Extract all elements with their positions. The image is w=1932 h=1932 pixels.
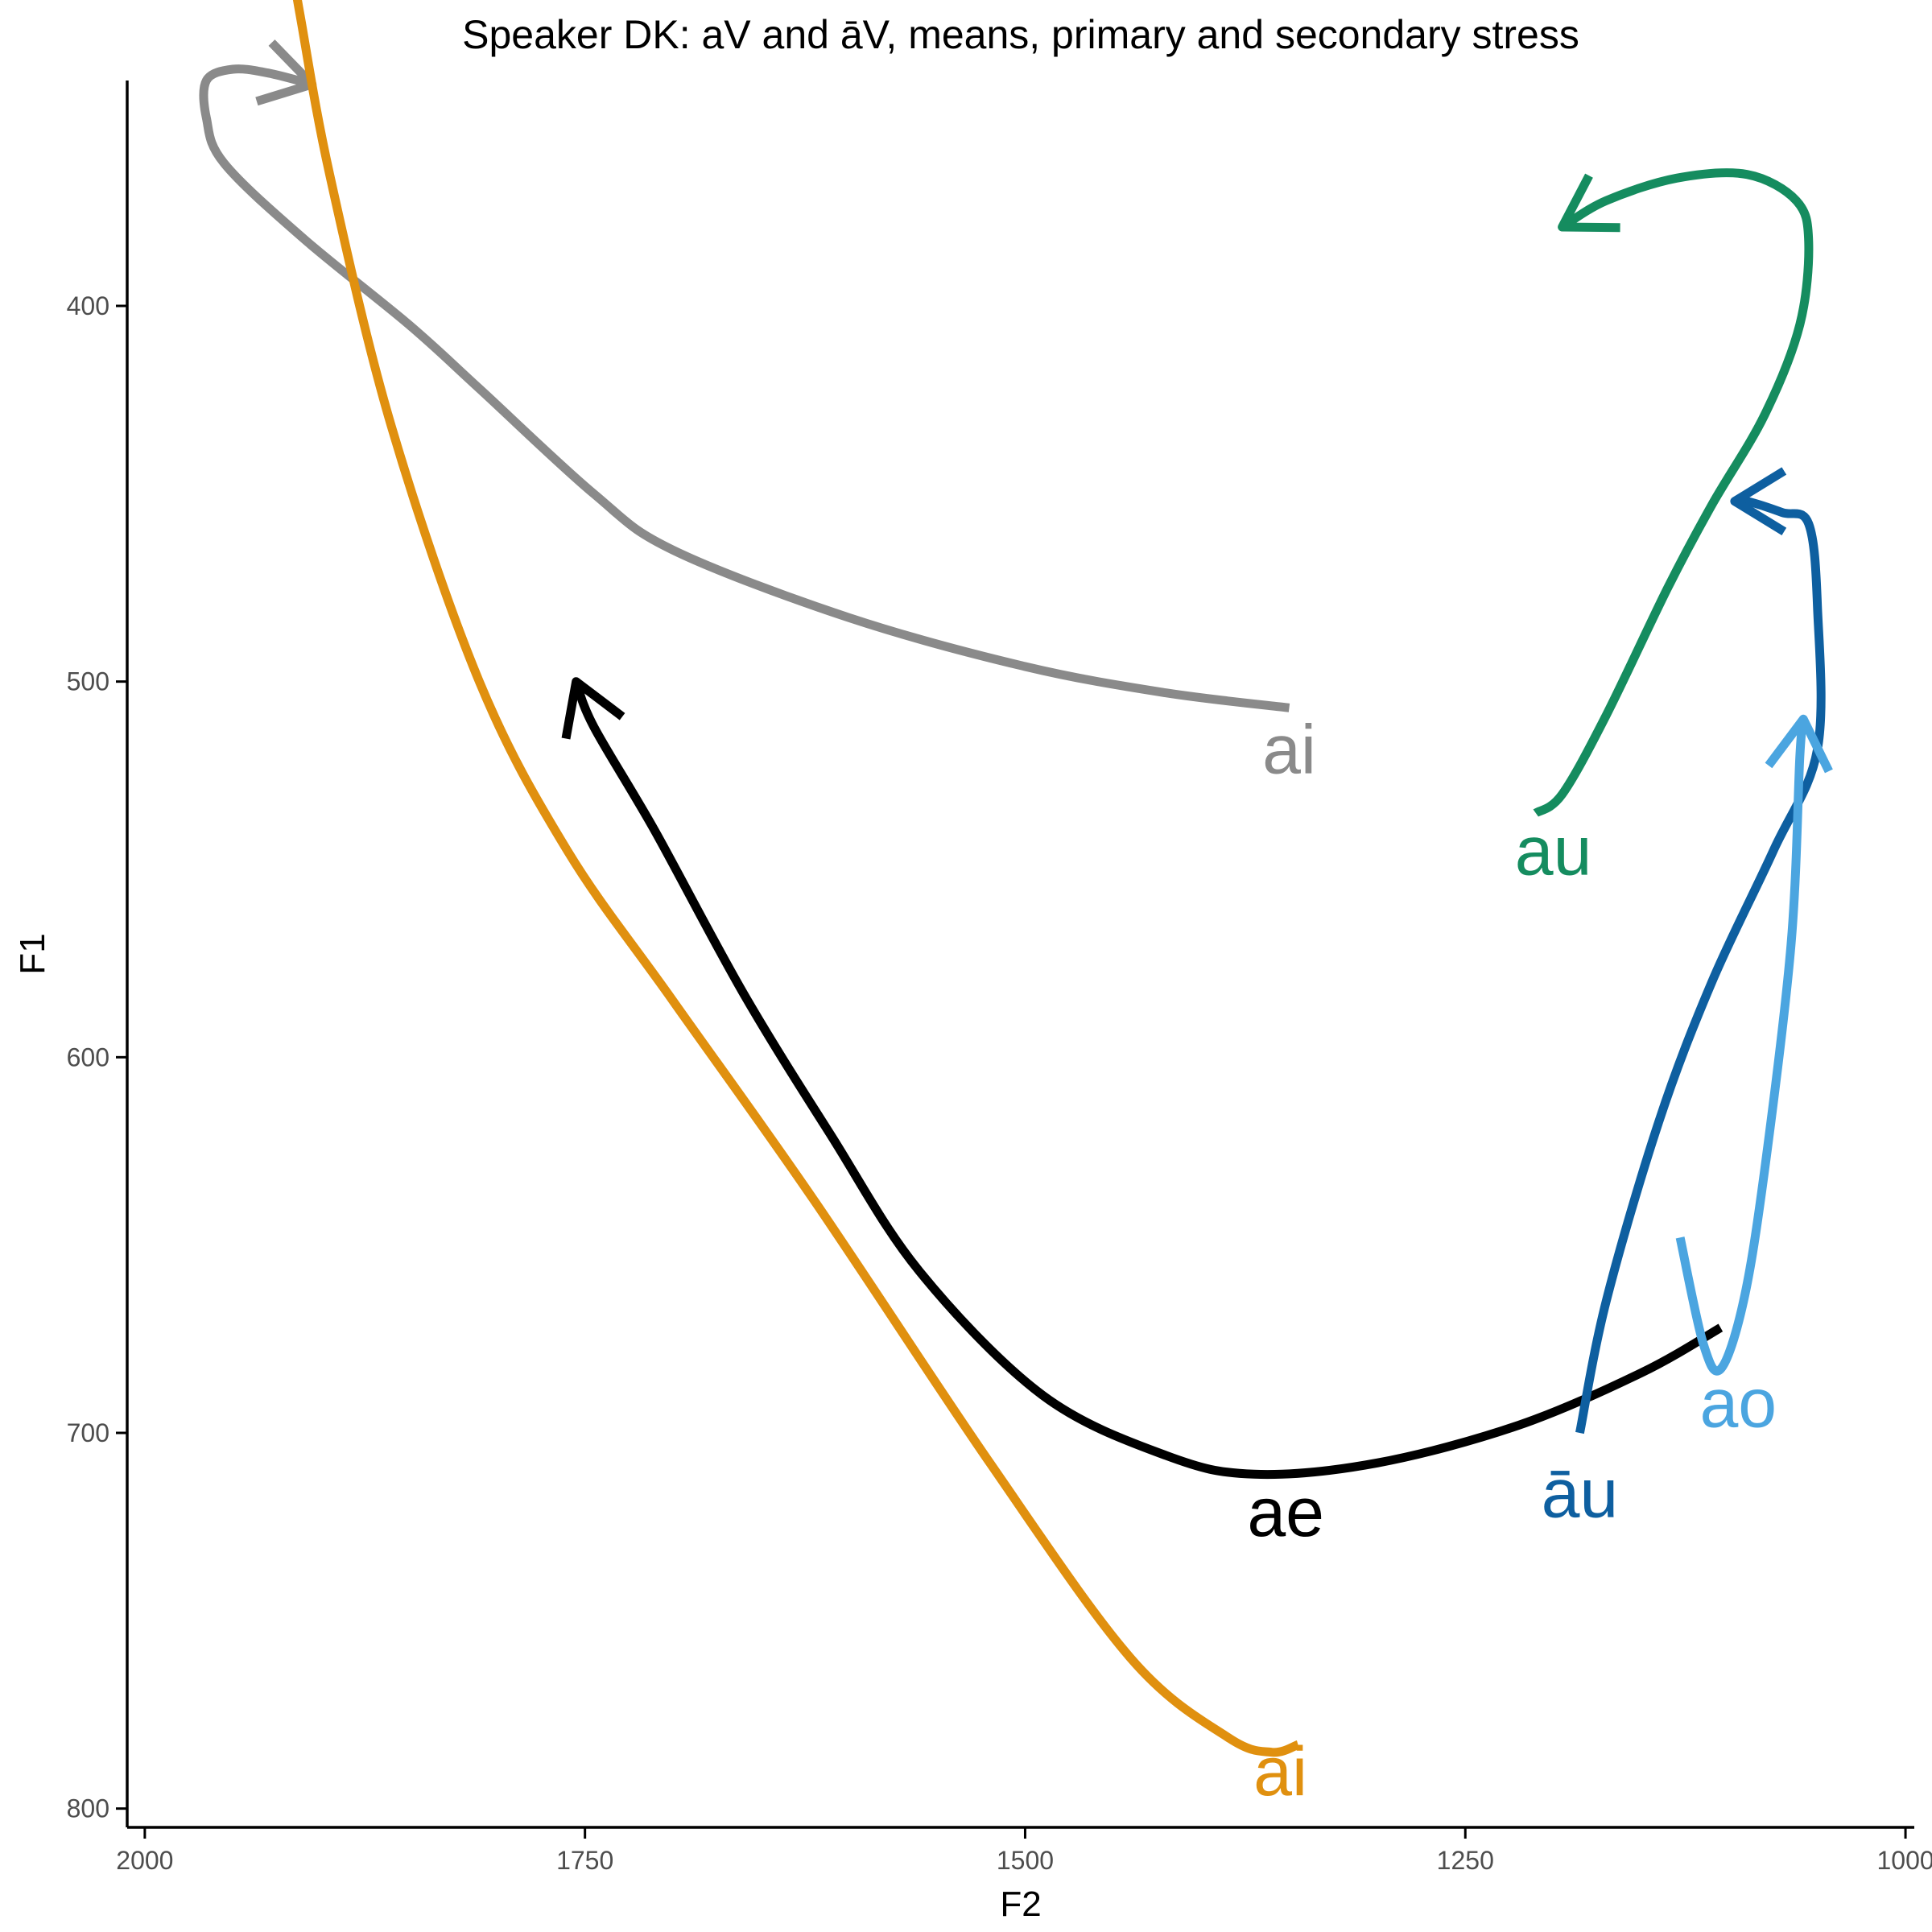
series-label-ao: ao <box>1699 1365 1777 1443</box>
trajectory-ai <box>199 64 1290 712</box>
trajectory-ae <box>572 679 1724 1480</box>
series-label-ai: ai <box>1262 712 1316 789</box>
series-label-au: au <box>1515 813 1592 890</box>
series-label-layer: ai āi ae au āu ao <box>1247 712 1777 1810</box>
y-tick-label-700: 700 <box>67 1418 109 1447</box>
y-tick-label-800: 800 <box>67 1794 109 1823</box>
x-tick-label-1500: 1500 <box>997 1846 1054 1875</box>
y-axis-title: F1 <box>13 933 52 974</box>
series-layer <box>199 0 1833 1757</box>
arrowhead-āu <box>1730 467 1787 535</box>
arrowhead-au <box>1558 173 1620 233</box>
y-tick-label-600: 600 <box>67 1042 109 1071</box>
arrowhead-ae <box>561 677 625 740</box>
x-tick-label-1250: 1250 <box>1437 1846 1494 1875</box>
trajectory-au <box>1533 168 1814 817</box>
x-axis-title: F2 <box>1000 1885 1041 1924</box>
x-tick-label-2000: 2000 <box>116 1846 173 1875</box>
arrowhead-ao <box>1765 714 1833 774</box>
series-label-āi: āi <box>1253 1733 1307 1810</box>
trajectory-ao <box>1675 718 1808 1376</box>
y-tick-label-500: 500 <box>67 667 109 696</box>
plot-area: ai āi ae au āu ao <box>199 0 1833 1810</box>
x-axis-ticks: 2000 1750 1500 1250 1000 <box>116 1827 1932 1875</box>
y-tick-label-400: 400 <box>67 291 109 320</box>
trajectory-āi <box>292 0 1300 1757</box>
trajectory-āu <box>1575 496 1826 1435</box>
y-axis-ticks: 400 500 600 700 800 <box>67 291 127 1823</box>
x-tick-label-1000: 1000 <box>1876 1846 1932 1875</box>
chart-title: Speaker DK: aV and āV, means, primary an… <box>462 12 1579 57</box>
series-label-āu: āu <box>1542 1455 1619 1533</box>
series-label-ae: ae <box>1247 1474 1324 1551</box>
x-tick-label-1750: 1750 <box>556 1846 613 1875</box>
